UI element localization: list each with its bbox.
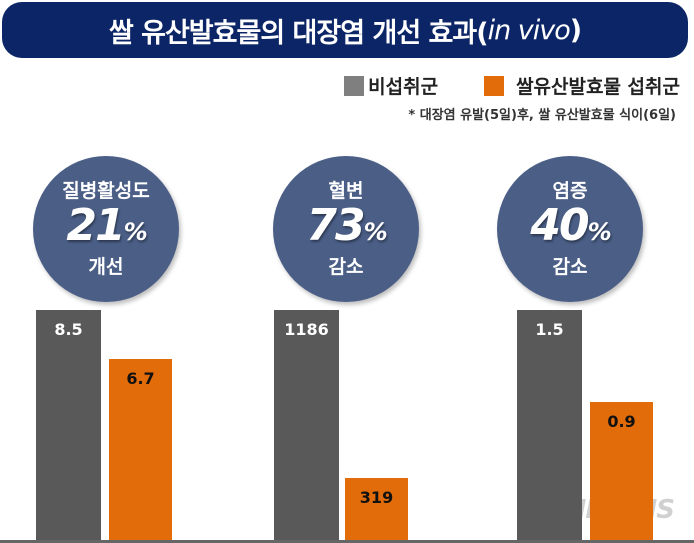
- bubble-percent: 73%: [306, 200, 388, 256]
- bar-treated: 6.7: [109, 358, 172, 540]
- annotation-bubble: 염증 40% 감소: [497, 156, 643, 302]
- bar-control: 1.5: [517, 310, 582, 540]
- legend: 비섭취군 쌀유산발효물 섭취군: [344, 72, 680, 99]
- annotation-bubble: 혈변 73% 감소: [273, 156, 419, 302]
- legend-swatch-orange: [484, 75, 505, 96]
- percent-unit: %: [587, 218, 612, 246]
- bubble-bottom: 감소: [552, 256, 588, 278]
- title-close: ): [569, 14, 582, 46]
- bar-control: 8.5: [36, 310, 101, 540]
- bar-control: 1186: [274, 310, 339, 540]
- legend-swatch-gray: [344, 75, 365, 96]
- bubble-percent: 40%: [530, 200, 612, 256]
- bubble-top: 염증: [552, 180, 588, 202]
- legend-label-treated: 쌀유산발효물 섭취군: [516, 76, 680, 98]
- percent-unit: %: [123, 218, 148, 246]
- x-axis-line: [0, 540, 694, 543]
- percent-value: 21: [66, 200, 125, 251]
- bar-treated: 0.9: [590, 402, 653, 540]
- percent-value: 40: [530, 200, 589, 251]
- bubble-top: 혈변: [328, 180, 364, 202]
- bar-label: 6.7: [126, 368, 155, 388]
- bar-label: 1.5: [535, 320, 564, 339]
- annotation-bubble: 질병활성도 21% 개선: [33, 156, 179, 302]
- footnote: * 대장염 유발(5일)후, 쌀 유산발효물 식이(6일): [408, 108, 676, 123]
- bubble-percent: 21%: [66, 200, 148, 256]
- bar-label: 0.9: [607, 412, 636, 431]
- bubble-top: 질병활성도: [62, 180, 150, 202]
- bar-treated: 319: [345, 478, 408, 540]
- legend-label-control: 비섭취군: [368, 76, 439, 98]
- bubble-bottom: 감소: [328, 256, 364, 278]
- percent-value: 73: [306, 200, 365, 251]
- bar-label: 319: [359, 488, 394, 508]
- bar-label: 1186: [284, 320, 329, 339]
- bubble-bottom: 개선: [88, 256, 124, 278]
- bar-label: 8.5: [54, 320, 83, 339]
- title-banner: 쌀 유산발효물의 대장염 개선 효과(in vivo): [2, 2, 688, 58]
- title-text: 쌀 유산발효물의 대장염 개선 효과(: [108, 17, 489, 49]
- title-italic: in vivo: [487, 14, 571, 46]
- percent-unit: %: [363, 218, 388, 246]
